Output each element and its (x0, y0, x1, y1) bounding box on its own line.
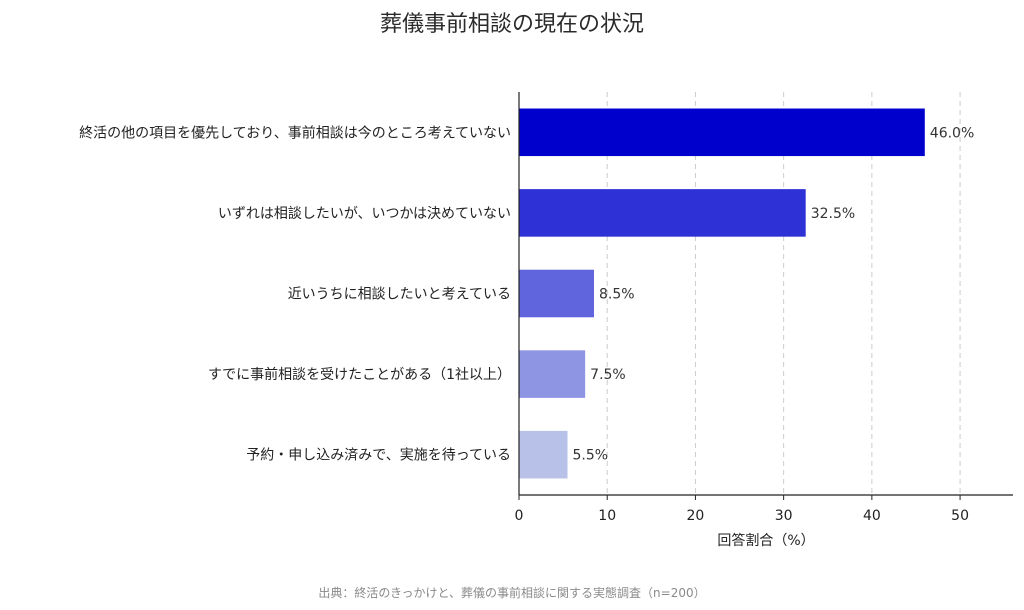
x-tick-label: 20 (687, 508, 705, 524)
bar (519, 350, 586, 398)
x-tick-label: 30 (775, 508, 793, 524)
value-label: 7.5% (590, 367, 626, 383)
value-label: 8.5% (599, 287, 635, 303)
bar (519, 108, 925, 157)
value-label: 5.5% (573, 448, 609, 464)
axes (518, 92, 1013, 496)
category-label: 近いうちに相談したいと考えている (288, 287, 511, 303)
chart-title: 葬儀事前相談の現在の状況 (379, 12, 644, 37)
bar (519, 189, 806, 237)
category-label: いずれは相談したいが、いつかは決めていない (218, 206, 511, 222)
x-ticks: 0 10 20 30 40 50 (515, 495, 969, 524)
category-label: 終活の他の項目を優先しており、事前相談は今のところ考えていない (79, 124, 511, 141)
category-label: すでに事前相談を受けたことがある（1社以上） (208, 366, 511, 383)
bar (519, 430, 568, 479)
x-tick-label: 40 (863, 508, 881, 524)
grid-lines (606, 92, 961, 495)
bars: 終活の他の項目を優先しており、事前相談は今のところ考えていない 46.0% いずれは… (79, 108, 974, 479)
x-tick-label: 50 (951, 508, 969, 524)
x-tick-label: 0 (515, 508, 524, 524)
x-tick-label: 10 (598, 508, 616, 524)
value-label: 32.5% (811, 206, 855, 222)
category-label: 予約・申し込み済みで、実施を待っている (246, 448, 511, 464)
bar (519, 269, 594, 318)
value-label: 46.0% (930, 125, 974, 141)
x-axis-label: 回答割合（%） (717, 532, 814, 549)
source-note: 出典：終活のきっかけと、葬儀の事前相談に関する実態調査（n=200） (318, 586, 706, 600)
